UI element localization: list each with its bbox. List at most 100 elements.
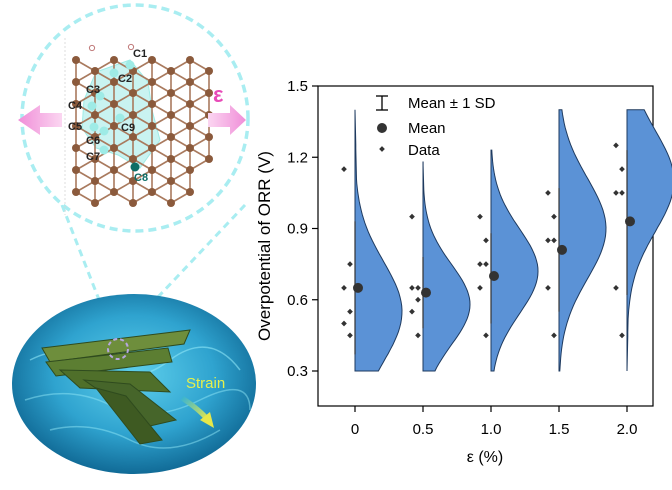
violin-body bbox=[422, 161, 471, 372]
atom-c6 bbox=[99, 126, 109, 136]
data-point bbox=[619, 190, 625, 196]
y-tick-label: 0.3 bbox=[287, 363, 308, 380]
data-point bbox=[545, 285, 551, 291]
carbon-atom bbox=[110, 166, 118, 174]
y-tick-label: 1.5 bbox=[287, 78, 308, 95]
carbon-atom bbox=[167, 155, 175, 163]
atom-c4 bbox=[87, 101, 97, 111]
legend: Mean ± 1 SD Mean Data bbox=[376, 95, 496, 159]
carbon-atom bbox=[91, 111, 99, 119]
carbon-atom bbox=[72, 188, 80, 196]
data-point bbox=[483, 237, 489, 244]
y-tick-label: 0.9 bbox=[287, 221, 308, 238]
carbon-atom bbox=[91, 199, 99, 207]
x-tick-label: 0 bbox=[351, 421, 359, 438]
violin-0.5 bbox=[409, 161, 471, 372]
violin-body bbox=[626, 109, 672, 372]
legend-data-marker-icon bbox=[379, 146, 385, 152]
epsilon-symbol: ε bbox=[213, 82, 224, 107]
legend-item-data: Data bbox=[379, 142, 440, 159]
atom-c7 bbox=[99, 145, 109, 155]
atom-labels: C1 C2 C3 C4 C5 C6 C7 C8 C9 bbox=[68, 48, 148, 184]
carbon-atom bbox=[186, 56, 194, 64]
data-point bbox=[347, 332, 353, 339]
mean-marker bbox=[489, 271, 499, 281]
carbon-atom bbox=[91, 177, 99, 185]
carbon-atom bbox=[129, 177, 137, 185]
carbon-atom bbox=[91, 67, 99, 75]
carbon-atom bbox=[91, 133, 99, 141]
legend-label-sd: Mean ± 1 SD bbox=[408, 95, 496, 112]
x-tick-label: 1.0 bbox=[481, 421, 502, 438]
y-axis-label: Overpotential of ORR (V) bbox=[255, 151, 274, 341]
carbon-atom bbox=[167, 111, 175, 119]
atom-label-c9: C9 bbox=[121, 122, 135, 134]
illustration: C1 C2 C3 C4 C5 C6 C7 C8 C9 ε bbox=[12, 3, 256, 474]
carbon-atom bbox=[72, 166, 80, 174]
carbon-atom bbox=[186, 144, 194, 152]
carbon-atom bbox=[205, 67, 213, 75]
data-point bbox=[341, 285, 347, 291]
carbon-atom bbox=[129, 89, 137, 97]
violin-2.0 bbox=[613, 109, 672, 372]
data-point bbox=[341, 320, 347, 327]
x-axis: 0 0.5 1.0 1.5 2.0 bbox=[351, 406, 638, 438]
highlighted-atoms bbox=[87, 43, 140, 172]
carbon-atom bbox=[186, 122, 194, 130]
data-point bbox=[613, 285, 619, 291]
carbon-atom bbox=[148, 56, 156, 64]
carbon-atom bbox=[148, 166, 156, 174]
mean-marker bbox=[557, 244, 567, 255]
carbon-atom bbox=[110, 78, 118, 86]
carbon-atom bbox=[72, 78, 80, 86]
violin-body bbox=[490, 149, 539, 372]
legend-item-sd: Mean ± 1 SD bbox=[376, 95, 496, 112]
data-point bbox=[341, 166, 347, 172]
carbon-atom bbox=[91, 155, 99, 163]
carbon-atom bbox=[110, 100, 118, 108]
carbon-atom bbox=[129, 111, 137, 119]
data-point bbox=[551, 332, 557, 339]
atom-c2 bbox=[109, 68, 119, 78]
x-axis-label: ε (%) bbox=[467, 449, 503, 466]
data-point bbox=[409, 285, 415, 291]
carbon-atom bbox=[205, 133, 213, 141]
x-tick-label: 2.0 bbox=[617, 421, 638, 438]
data-point bbox=[477, 213, 483, 220]
violin-1.5 bbox=[545, 109, 607, 372]
hydrogen-atom bbox=[88, 44, 96, 52]
water-ripple bbox=[49, 425, 221, 449]
carbon-atom bbox=[167, 177, 175, 185]
atom-label-c4: C4 bbox=[68, 100, 83, 112]
graphene-ribbons bbox=[41, 329, 191, 445]
carbon-atom bbox=[72, 144, 80, 152]
x-tick-label: 1.5 bbox=[549, 421, 570, 438]
data-point bbox=[347, 261, 353, 267]
carbon-atom bbox=[148, 188, 156, 196]
data-point bbox=[477, 261, 483, 267]
data-point bbox=[551, 237, 557, 244]
atom-label-c2: C2 bbox=[118, 73, 132, 85]
violin-0 bbox=[341, 109, 403, 372]
data-point bbox=[409, 213, 415, 220]
carbon-atom bbox=[148, 78, 156, 86]
carbon-atom bbox=[110, 144, 118, 152]
carbon-atom bbox=[148, 122, 156, 130]
data-point bbox=[415, 332, 421, 339]
hydrogen-atom bbox=[127, 43, 135, 51]
mean-marker bbox=[625, 216, 635, 227]
y-tick-label: 0.6 bbox=[287, 292, 308, 309]
carbon-atom bbox=[186, 100, 194, 108]
data-point bbox=[619, 332, 625, 339]
x-tick-label: 0.5 bbox=[413, 421, 434, 438]
strain-arrow-head-icon bbox=[200, 412, 214, 428]
data-point bbox=[409, 308, 415, 315]
atom-c5 bbox=[89, 122, 99, 132]
y-tick-label: 1.2 bbox=[287, 149, 308, 166]
data-point bbox=[545, 190, 551, 196]
violins bbox=[341, 109, 672, 372]
data-point bbox=[415, 296, 421, 303]
plot-area bbox=[317, 85, 654, 407]
focus-circle bbox=[107, 338, 129, 360]
